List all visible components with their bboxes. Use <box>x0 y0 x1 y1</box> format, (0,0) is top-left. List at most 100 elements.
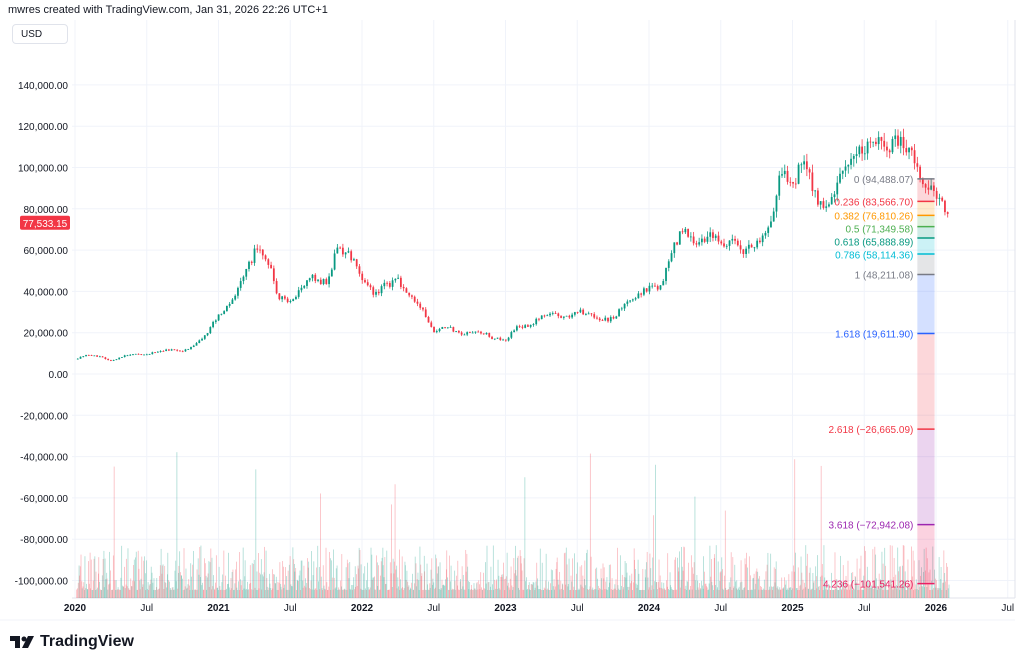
volume-bar <box>614 588 616 598</box>
volume-bar <box>90 559 92 598</box>
volume-bar <box>411 582 413 598</box>
volume-bar <box>261 589 263 598</box>
candle-body <box>789 181 792 183</box>
volume-bar <box>599 588 601 598</box>
candle-body <box>449 327 452 328</box>
volume-bar <box>432 578 434 598</box>
volume-bar <box>370 547 372 598</box>
volume-bar <box>393 573 395 598</box>
candle-body <box>924 184 927 188</box>
candle-body <box>634 298 637 300</box>
volume-bar <box>935 580 937 598</box>
volume-bar <box>862 589 863 598</box>
candle-body <box>728 240 731 246</box>
volume-bar <box>626 572 628 598</box>
currency-selector[interactable]: USD <box>12 24 68 44</box>
volume-bar <box>252 589 254 598</box>
fib-level-label: 3.618 (−72,942.08) <box>829 521 914 532</box>
volume-bar <box>351 585 353 598</box>
candle-body <box>474 331 477 333</box>
volume-bar <box>519 550 521 598</box>
volume-bar <box>161 573 163 598</box>
volume-bar <box>792 588 794 598</box>
volume-bar <box>565 547 567 598</box>
volume-bar <box>583 587 585 598</box>
candle-body <box>223 311 226 314</box>
volume-bar <box>396 565 398 598</box>
tradingview-logo-icon <box>10 636 34 648</box>
candle-body <box>480 331 482 334</box>
volume-bar <box>458 589 459 598</box>
volume-bar <box>763 579 765 598</box>
volume-bar <box>105 579 107 598</box>
candle-body <box>877 137 880 145</box>
volume-bar <box>321 588 323 598</box>
volume-bar <box>814 589 816 598</box>
volume-bar <box>284 567 286 598</box>
volume-bar <box>258 553 259 598</box>
candle-body <box>770 221 772 228</box>
volume-bar <box>569 589 571 598</box>
volume-bar <box>554 589 555 598</box>
volume-bar <box>501 574 503 598</box>
volume-bar <box>572 558 574 598</box>
volume-bar <box>337 589 339 598</box>
volume-bar <box>663 582 665 598</box>
volume-bar <box>832 589 834 598</box>
volume-bar <box>831 590 833 598</box>
volume-bar <box>769 589 771 598</box>
volume-bar <box>360 588 362 598</box>
volume-bar <box>359 549 361 598</box>
volume-bar <box>735 581 736 598</box>
volume-bar <box>191 589 193 598</box>
volume-bar <box>195 589 197 598</box>
volume-bar <box>715 585 716 598</box>
candle-body <box>328 276 330 285</box>
candle-body <box>645 288 648 292</box>
candle-body <box>935 190 938 199</box>
volume-bar <box>277 581 279 598</box>
volume-bar <box>255 469 257 598</box>
volume-bar <box>286 576 287 598</box>
volume-bar <box>828 584 830 598</box>
volume-bar <box>838 589 840 598</box>
candle-body <box>786 170 789 182</box>
tradingview-logo[interactable]: TradingView <box>10 633 134 651</box>
volume-bar <box>505 578 506 598</box>
volume-bar <box>706 587 708 598</box>
volume-bar <box>223 550 225 598</box>
volume-bar <box>566 564 568 598</box>
candle-body <box>364 280 366 283</box>
volume-bar <box>666 580 667 598</box>
volume-bar <box>428 589 430 598</box>
volume-bar <box>483 588 485 598</box>
volume-bar <box>262 576 264 598</box>
volume-bar <box>534 587 536 598</box>
volume-bar <box>395 569 397 598</box>
volume-bar <box>819 576 821 598</box>
candle-body <box>828 204 830 207</box>
volume-bar <box>753 573 755 598</box>
volume-bar <box>213 575 214 598</box>
volume-bar <box>206 589 207 598</box>
volume-bar <box>322 589 323 598</box>
volume-bar <box>858 589 860 598</box>
volume-bar <box>867 588 869 598</box>
volume-bar <box>108 584 110 598</box>
volume-bar <box>389 562 391 598</box>
volume-bar <box>760 589 762 598</box>
candle-body <box>573 312 576 315</box>
volume-bar <box>842 582 843 598</box>
candle-body <box>203 335 206 339</box>
volume-bar <box>923 548 925 598</box>
volume-bar <box>533 582 535 598</box>
volume-bar <box>946 563 948 598</box>
volume-bar <box>237 589 239 598</box>
volume-bar <box>616 589 618 598</box>
volume-bar <box>803 588 805 598</box>
volume-bar <box>667 553 669 598</box>
volume-bar <box>579 566 581 598</box>
candle-body <box>148 354 151 355</box>
logo-text: TradingView <box>40 633 134 650</box>
